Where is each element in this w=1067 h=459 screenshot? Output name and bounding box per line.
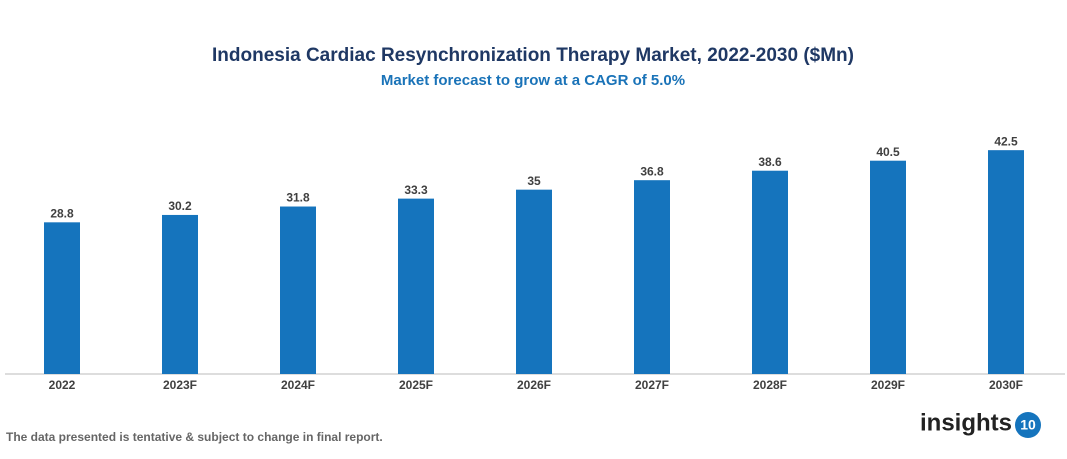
chart-subtitle: Market forecast to grow at a CAGR of 5.0… — [381, 72, 685, 89]
bar — [988, 150, 1024, 374]
x-tick-label: 2030F — [989, 378, 1023, 392]
bar — [398, 198, 434, 374]
value-label: 40.5 — [876, 145, 900, 159]
value-label: 38.6 — [758, 155, 782, 169]
logo-badge — [1015, 412, 1041, 438]
logo-badge-text: 10 — [1020, 417, 1036, 433]
value-label: 33.3 — [404, 183, 428, 197]
bar — [752, 170, 788, 374]
value-label: 35 — [527, 174, 541, 188]
x-tick-label: 2027F — [635, 378, 669, 392]
value-label: 28.8 — [50, 206, 74, 220]
x-tick-label: 2025F — [399, 378, 433, 392]
bar — [44, 222, 80, 374]
value-label: 30.2 — [168, 199, 192, 213]
value-label: 31.8 — [286, 191, 310, 205]
value-label: 36.8 — [640, 164, 664, 178]
chart-title: Indonesia Cardiac Resynchronization Ther… — [212, 45, 854, 66]
x-tick-label: 2029F — [871, 378, 905, 392]
bar — [516, 189, 552, 374]
x-tick-label: 2022 — [49, 378, 76, 392]
value-label: 42.5 — [994, 134, 1018, 148]
x-tick-label: 2028F — [753, 378, 787, 392]
bar — [280, 206, 316, 374]
bar — [634, 180, 670, 374]
footnote: The data presented is tentative & subjec… — [6, 430, 383, 444]
bar — [870, 160, 906, 374]
logo-text: insights — [920, 409, 1012, 436]
x-tick-label: 2026F — [517, 378, 551, 392]
x-tick-label: 2024F — [281, 378, 315, 392]
bar — [162, 214, 198, 374]
x-tick-label: 2023F — [163, 378, 197, 392]
